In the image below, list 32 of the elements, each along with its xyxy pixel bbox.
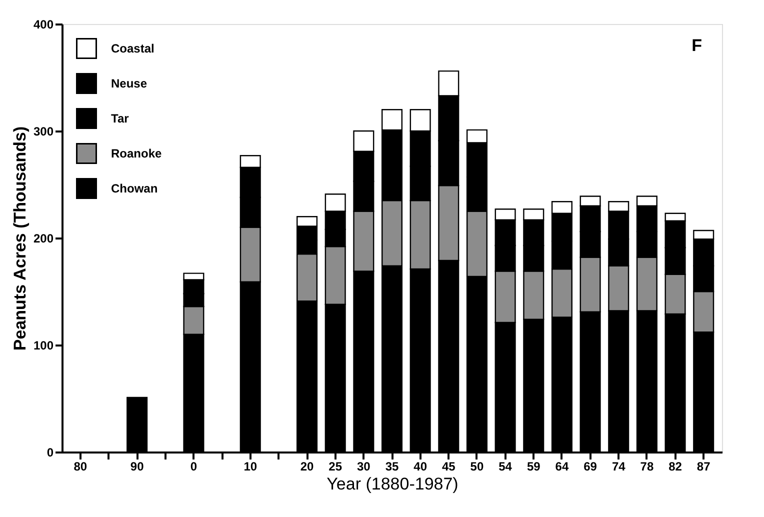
annotation: F — [692, 36, 702, 55]
y-tick-label: 300 — [33, 124, 54, 138]
legend-label: Roanoke — [111, 146, 162, 160]
x-tick-label: 30 — [356, 460, 371, 474]
legend-label: Tar — [111, 112, 130, 126]
x-axis-title: Year (1880-1987) — [326, 474, 458, 494]
x-tick-label: 20 — [300, 460, 314, 474]
y-tick-label: 100 — [33, 338, 54, 352]
y-tick-label: 0 — [46, 446, 54, 460]
x-tick-label: 80 — [74, 460, 88, 474]
x-tick-label: 90 — [130, 460, 144, 474]
x-tick-label: 82 — [668, 460, 682, 474]
x-tick-label: 54 — [498, 460, 512, 474]
y-tick-label: 400 — [33, 18, 54, 32]
x-tick-label: 69 — [584, 460, 598, 474]
x-tick-label: 59 — [526, 460, 541, 474]
x-tick-label: 35 — [385, 460, 399, 474]
x-tick-label: 50 — [470, 460, 484, 474]
y-axis-title: Peanuts Acres (Thousands) — [10, 126, 30, 351]
x-tick-label: 10 — [244, 460, 258, 474]
legend-label: Coastal — [111, 42, 154, 56]
x-tick-label: 25 — [328, 460, 342, 474]
y-tick-label: 200 — [33, 232, 54, 246]
legend-label: Chowan — [111, 182, 158, 196]
x-tick-label: 64 — [555, 460, 569, 474]
x-tick-label: 74 — [612, 460, 626, 474]
legend-label: Neuse — [111, 76, 148, 90]
x-tick-label: 0 — [190, 460, 198, 474]
x-tick-label: 40 — [414, 460, 428, 474]
x-tick-label: 78 — [640, 460, 654, 474]
x-tick-label: 45 — [442, 460, 456, 474]
x-tick-label: 87 — [696, 460, 711, 474]
